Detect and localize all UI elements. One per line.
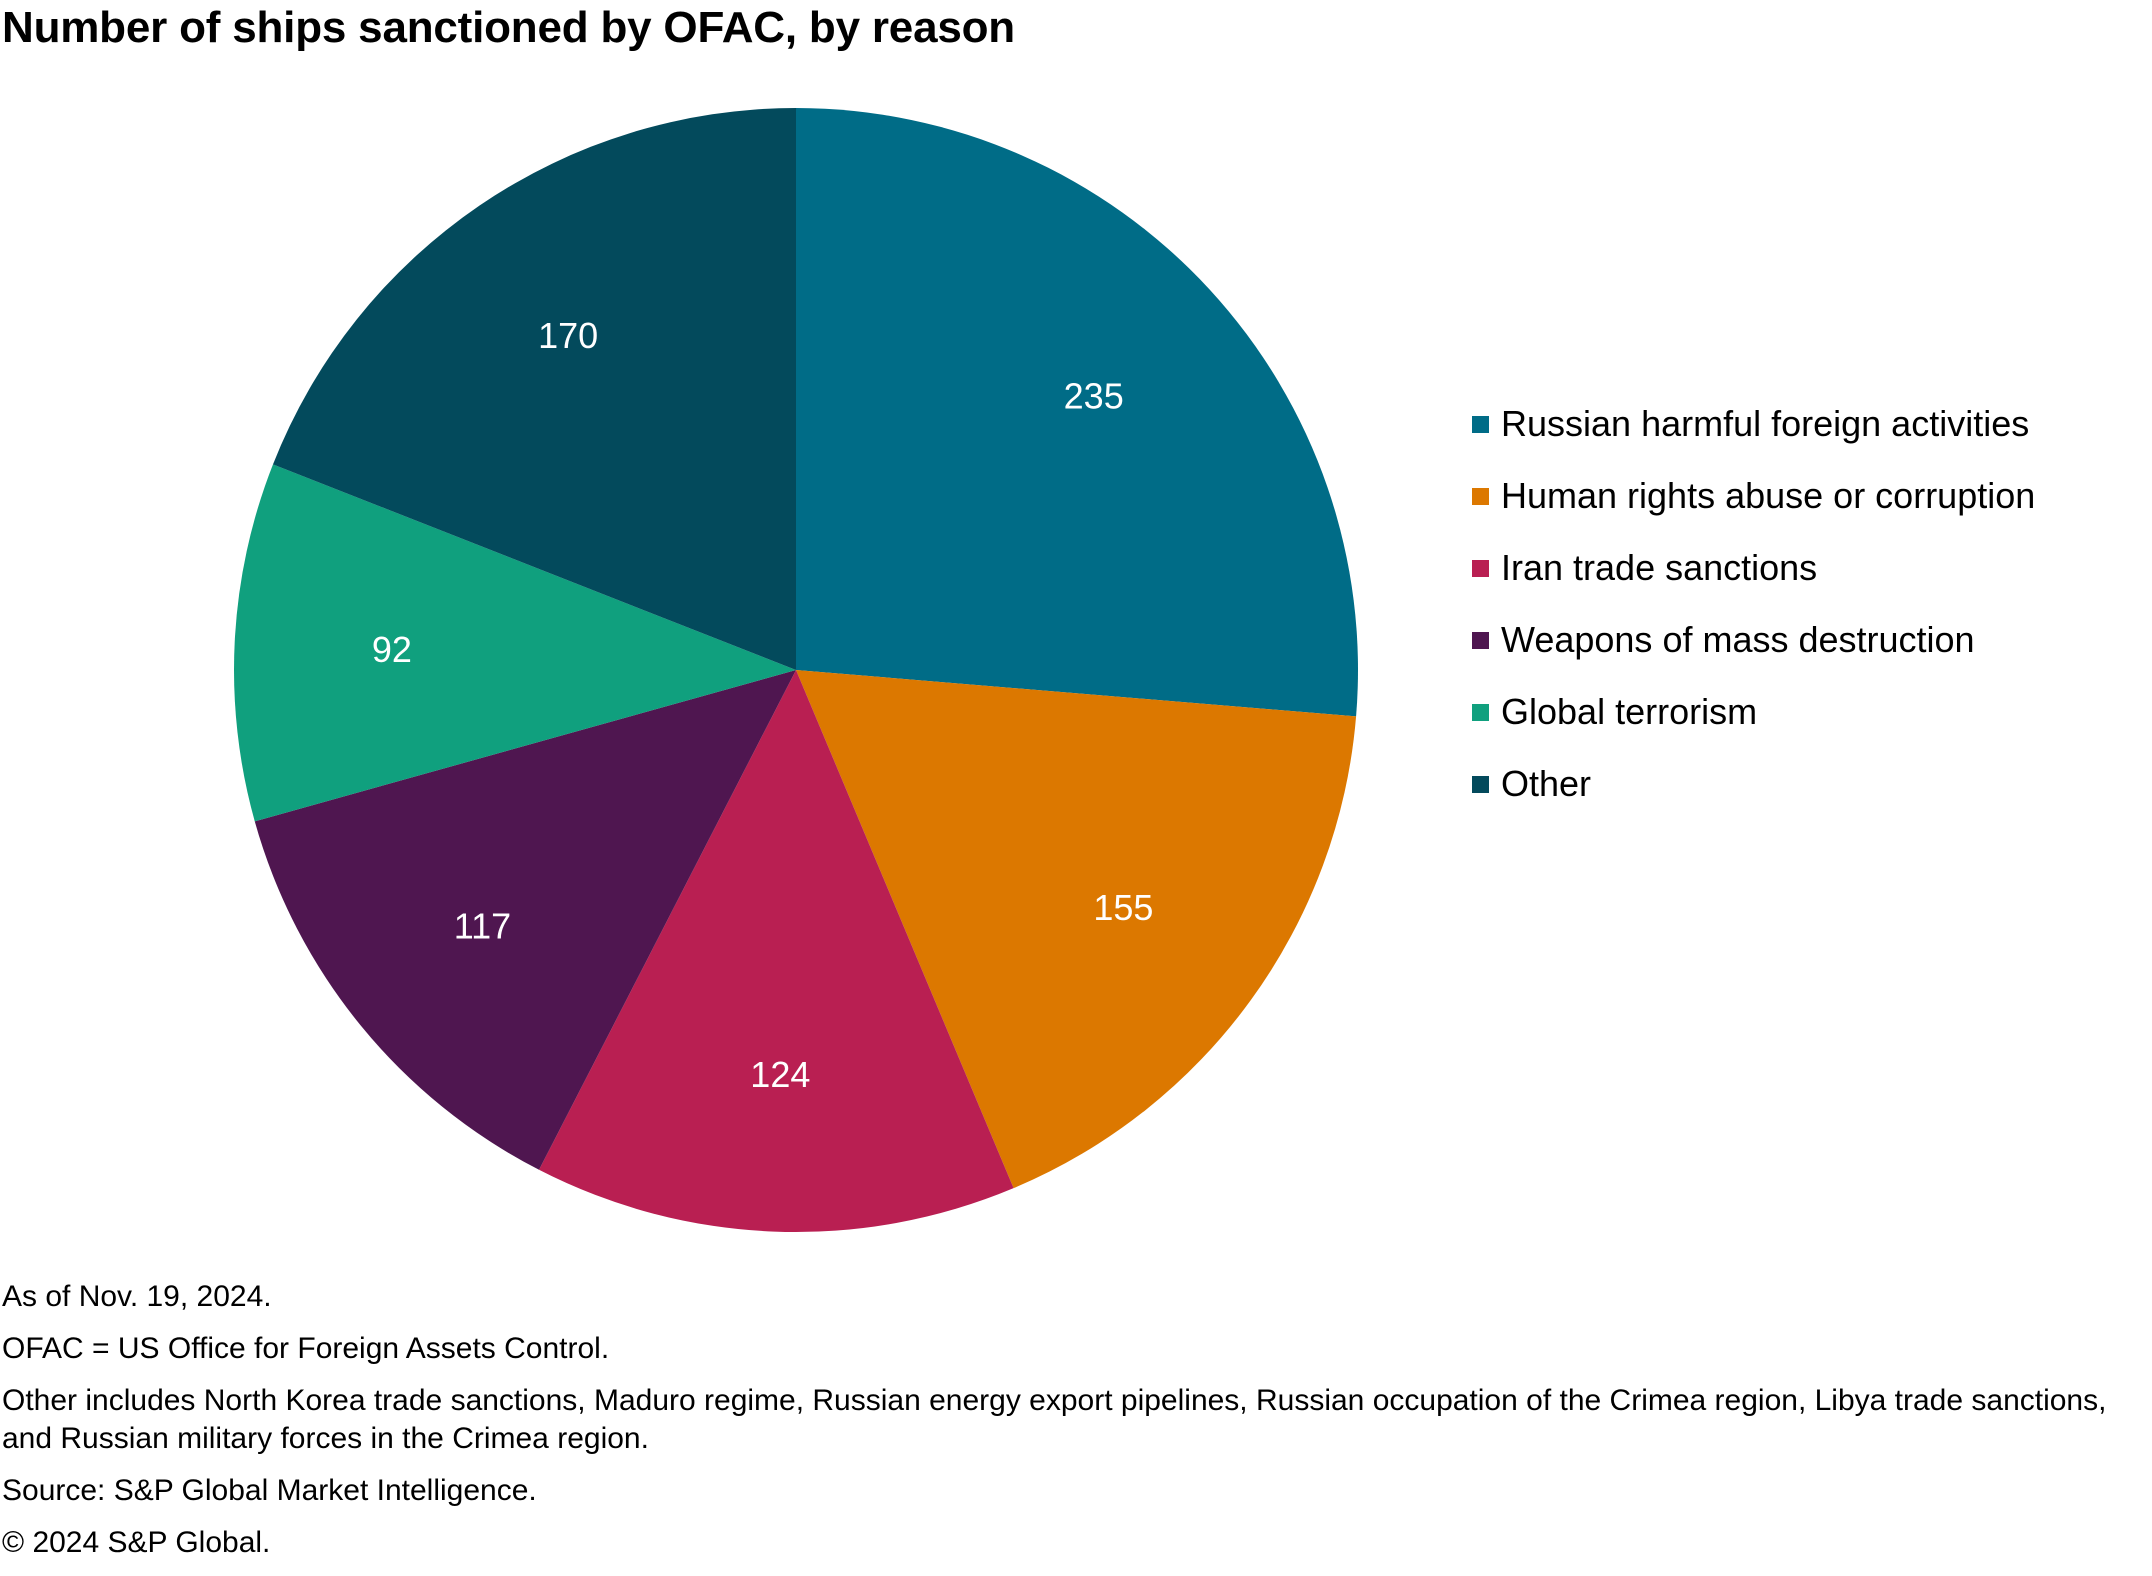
legend-swatch <box>1472 775 1489 793</box>
legend-label: Weapons of mass destruction <box>1501 619 1975 660</box>
legend-swatch <box>1472 559 1489 577</box>
legend-swatch <box>1472 487 1489 505</box>
pie-slice-iran-trade-sanctions <box>539 670 1014 1232</box>
legend-item-human-rights-abuse-or-corruption: Human rights abuse or corruption <box>1472 460 2035 532</box>
legend-label: Other <box>1501 763 1592 804</box>
legend-item-iran-trade-sanctions: Iran trade sanctions <box>1472 532 2035 604</box>
note-copyright: © 2024 S&P Global. <box>2 1526 271 1559</box>
pie-chart: 235 155 124 117 92 170 <box>234 108 1358 1232</box>
pie-slice-other <box>272 108 796 670</box>
legend-swatch <box>1472 631 1489 649</box>
pie-slice-russian-harmful-foreign-activities <box>796 108 1358 717</box>
slice-data-label: 124 <box>750 1054 810 1095</box>
slice-data-label: 235 <box>1064 375 1124 416</box>
legend-label: Russian harmful foreign activities <box>1501 403 2030 444</box>
slice-data-label: 170 <box>538 315 598 356</box>
legend-item-global-terrorism: Global terrorism <box>1472 676 2035 748</box>
legend-swatch <box>1472 415 1489 433</box>
legend-label: Human rights abuse or corruption <box>1501 475 2036 516</box>
legend-label: Global terrorism <box>1501 691 1758 732</box>
legend-item-other: Other <box>1472 748 2035 820</box>
legend-swatch <box>1472 703 1489 721</box>
footnotes: As of Nov. 19, 2024. OFAC = US Office fo… <box>2 1278 2122 1576</box>
pie-slice-weapons-of-mass-destruction <box>254 670 796 1170</box>
note-ofac-definition: OFAC = US Office for Foreign Assets Cont… <box>2 1332 610 1365</box>
legend: Russian harmful foreign activities Human… <box>1472 388 2035 820</box>
slice-data-label: 92 <box>372 629 412 670</box>
pie-slice-global-terrorism <box>234 464 796 822</box>
legend-item-weapons-of-mass-destruction: Weapons of mass destruction <box>1472 604 2035 676</box>
note-date: As of Nov. 19, 2024. <box>2 1280 272 1313</box>
slice-data-label: 155 <box>1093 887 1153 928</box>
note-other-definition: Other includes North Korea trade sanctio… <box>2 1384 2107 1455</box>
pie-slice-human-rights-abuse-or-corruption <box>796 670 1357 1189</box>
note-source: Source: S&P Global Market Intelligence. <box>2 1474 537 1507</box>
legend-item-russian-harmful-foreign-activities: Russian harmful foreign activities <box>1472 388 2035 460</box>
slice-data-label: 117 <box>454 905 511 946</box>
legend-label: Iran trade sanctions <box>1501 547 1818 588</box>
chart-title: Number of ships sanctioned by OFAC, by r… <box>2 3 1015 52</box>
